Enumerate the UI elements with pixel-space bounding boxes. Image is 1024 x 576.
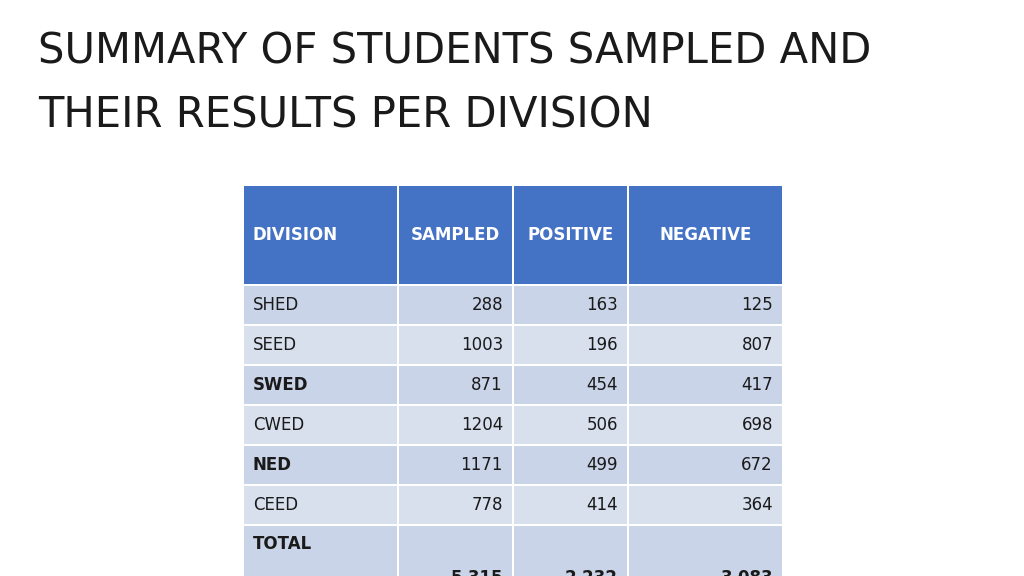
Text: SHED: SHED <box>253 296 299 314</box>
Text: 807: 807 <box>741 336 773 354</box>
FancyBboxPatch shape <box>514 486 627 524</box>
FancyBboxPatch shape <box>399 446 512 484</box>
Text: CWED: CWED <box>253 416 304 434</box>
FancyBboxPatch shape <box>629 366 782 404</box>
Text: 672: 672 <box>741 456 773 474</box>
Text: 196: 196 <box>587 336 618 354</box>
Text: 454: 454 <box>587 376 618 394</box>
Text: CEED: CEED <box>253 496 298 514</box>
Text: 778: 778 <box>471 496 503 514</box>
FancyBboxPatch shape <box>629 406 782 444</box>
FancyBboxPatch shape <box>244 526 397 576</box>
FancyBboxPatch shape <box>514 406 627 444</box>
FancyBboxPatch shape <box>244 406 397 444</box>
Text: POSITIVE: POSITIVE <box>527 226 613 244</box>
FancyBboxPatch shape <box>399 326 512 364</box>
Text: 5,315: 5,315 <box>451 569 503 576</box>
Text: 1171: 1171 <box>461 456 503 474</box>
FancyBboxPatch shape <box>514 186 627 284</box>
Text: NED: NED <box>253 456 292 474</box>
FancyBboxPatch shape <box>629 326 782 364</box>
FancyBboxPatch shape <box>629 186 782 284</box>
FancyBboxPatch shape <box>629 286 782 324</box>
FancyBboxPatch shape <box>244 186 397 284</box>
Text: 417: 417 <box>741 376 773 394</box>
Text: 125: 125 <box>741 296 773 314</box>
Text: 2,232: 2,232 <box>565 569 618 576</box>
FancyBboxPatch shape <box>244 326 397 364</box>
Text: DIVISION: DIVISION <box>253 226 338 244</box>
FancyBboxPatch shape <box>514 526 627 576</box>
FancyBboxPatch shape <box>629 446 782 484</box>
FancyBboxPatch shape <box>629 526 782 576</box>
Text: TOTAL: TOTAL <box>253 535 312 553</box>
Text: 364: 364 <box>741 496 773 514</box>
Text: NEGATIVE: NEGATIVE <box>659 226 752 244</box>
Text: 499: 499 <box>587 456 618 474</box>
Text: 288: 288 <box>471 296 503 314</box>
FancyBboxPatch shape <box>514 326 627 364</box>
FancyBboxPatch shape <box>244 366 397 404</box>
FancyBboxPatch shape <box>399 286 512 324</box>
FancyBboxPatch shape <box>399 406 512 444</box>
FancyBboxPatch shape <box>399 186 512 284</box>
Text: 1204: 1204 <box>461 416 503 434</box>
Text: SUMMARY OF STUDENTS SAMPLED AND: SUMMARY OF STUDENTS SAMPLED AND <box>38 30 871 72</box>
Text: 1003: 1003 <box>461 336 503 354</box>
FancyBboxPatch shape <box>514 366 627 404</box>
FancyBboxPatch shape <box>399 526 512 576</box>
Text: SAMPLED: SAMPLED <box>411 226 500 244</box>
FancyBboxPatch shape <box>629 486 782 524</box>
Text: SEED: SEED <box>253 336 297 354</box>
FancyBboxPatch shape <box>244 486 397 524</box>
FancyBboxPatch shape <box>244 446 397 484</box>
Text: 698: 698 <box>741 416 773 434</box>
FancyBboxPatch shape <box>514 286 627 324</box>
FancyBboxPatch shape <box>399 366 512 404</box>
Text: 871: 871 <box>471 376 503 394</box>
Text: SWED: SWED <box>253 376 308 394</box>
Text: THEIR RESULTS PER DIVISION: THEIR RESULTS PER DIVISION <box>38 95 652 137</box>
Text: 506: 506 <box>587 416 618 434</box>
FancyBboxPatch shape <box>399 486 512 524</box>
Text: 163: 163 <box>587 296 618 314</box>
FancyBboxPatch shape <box>514 446 627 484</box>
Text: 414: 414 <box>587 496 618 514</box>
Text: 3,083: 3,083 <box>720 569 773 576</box>
FancyBboxPatch shape <box>244 286 397 324</box>
